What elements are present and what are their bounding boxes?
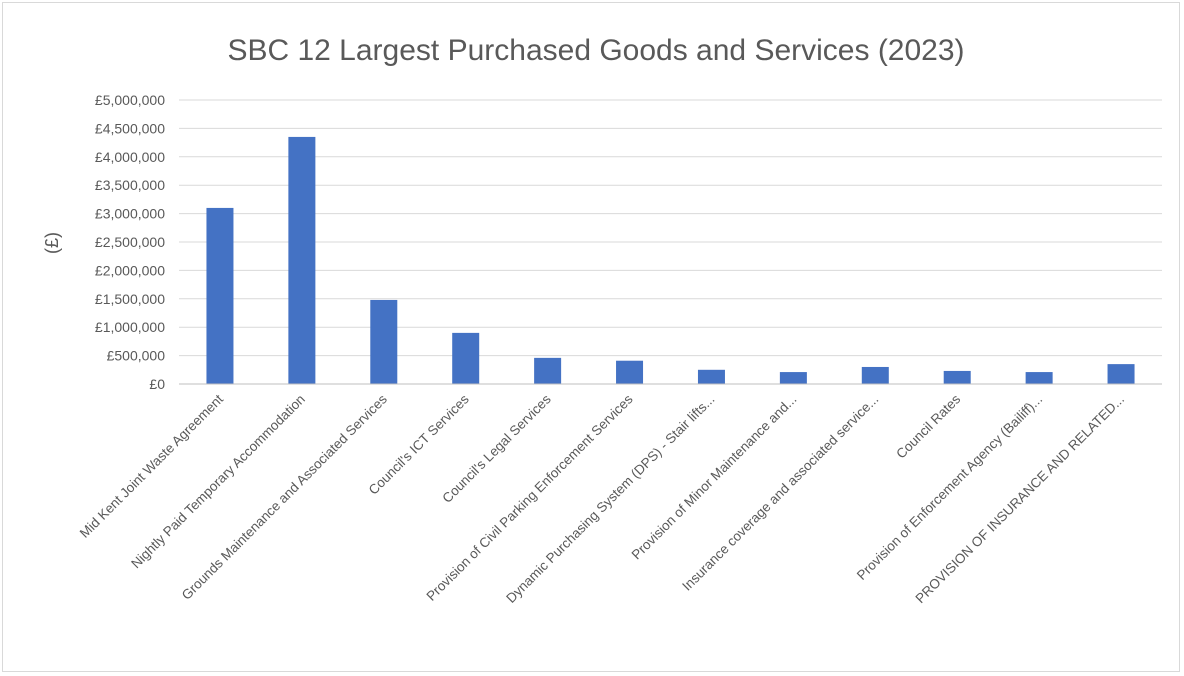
bar xyxy=(616,360,644,384)
y-tick-label: £5,000,000 xyxy=(95,92,165,108)
y-tick-label: £2,500,000 xyxy=(95,234,165,250)
x-category-label: Insurance coverage and associated servic… xyxy=(679,392,881,594)
bar xyxy=(1025,372,1053,384)
y-tick-label: £3,000,000 xyxy=(95,206,165,222)
bar xyxy=(1107,364,1135,384)
y-tick-labels: £0 £500,000 £1,000,000 £1,500,000 £2,000,000… xyxy=(95,92,165,392)
bar xyxy=(370,299,398,384)
x-category-label: Council Rates xyxy=(893,391,963,461)
bar xyxy=(452,332,480,384)
chart-title: SBC 12 Largest Purchased Goods and Servi… xyxy=(227,34,964,67)
y-tick-label: £3,500,000 xyxy=(95,177,165,193)
bar xyxy=(697,369,725,384)
x-category-label: Mid Kent Joint Waste Agreement xyxy=(77,391,226,540)
x-category-label: Provision of Minor Maintenance and... xyxy=(629,392,800,563)
y-tick-label: £500,000 xyxy=(107,348,166,364)
x-category-label: Provision of Enforcement Agency (Bailiff… xyxy=(854,392,1045,583)
y-tick-label: £2,000,000 xyxy=(95,262,165,278)
x-category-label: Nightly Paid Temporary Accommodation xyxy=(128,392,308,572)
bar xyxy=(534,357,562,384)
y-tick-label: £1,000,000 xyxy=(95,319,165,335)
y-tick-label: £4,500,000 xyxy=(95,120,165,136)
bar xyxy=(943,370,971,384)
bar xyxy=(288,136,316,384)
y-tick-label: £1,500,000 xyxy=(95,291,165,307)
y-axis-label: (£) xyxy=(42,232,62,254)
y-tick-label: £4,000,000 xyxy=(95,149,165,165)
y-tick-label: £0 xyxy=(149,376,165,392)
bar xyxy=(861,366,889,384)
gridlines xyxy=(179,99,1162,357)
bar xyxy=(779,372,807,384)
bars xyxy=(206,136,1135,384)
bar xyxy=(206,207,234,384)
